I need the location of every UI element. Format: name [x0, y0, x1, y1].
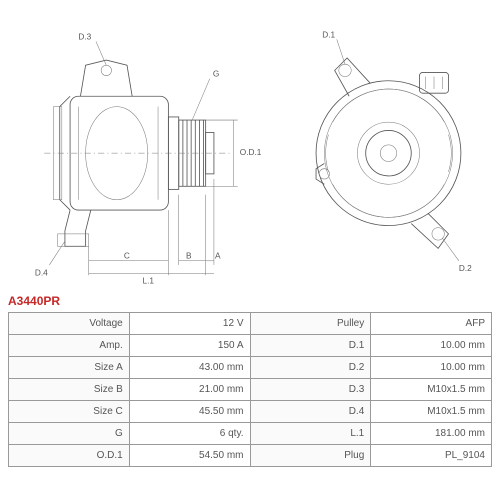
spec-label: Plug — [250, 445, 371, 467]
spec-row: Size C45.50 mmD.4M10x1.5 mm — [9, 401, 492, 423]
spec-label: D.2 — [250, 357, 371, 379]
spec-value: 181.00 mm — [371, 423, 492, 445]
spec-value: 12 V — [129, 313, 250, 335]
spec-value: PL_9104 — [371, 445, 492, 467]
dim-od1: O.D.1 — [240, 148, 262, 157]
spec-label: Size A — [9, 357, 130, 379]
spec-label: Amp. — [9, 335, 130, 357]
spec-row: Amp.150 AD.110.00 mm — [9, 335, 492, 357]
spec-label: G — [9, 423, 130, 445]
spec-label: Voltage — [9, 313, 130, 335]
spec-value: M10x1.5 mm — [371, 401, 492, 423]
spec-label: Pulley — [250, 313, 371, 335]
spec-label: O.D.1 — [9, 445, 130, 467]
spec-value: 21.00 mm — [129, 379, 250, 401]
spec-value: 6 qty. — [129, 423, 250, 445]
dim-b: B — [186, 252, 192, 261]
spec-value: 54.50 mm — [129, 445, 250, 467]
technical-drawing-area: D.3 G O.D.1 D.4 C B A — [8, 8, 492, 288]
spec-table: Voltage12 VPulleyAFPAmp.150 AD.110.00 mm… — [8, 312, 492, 467]
dim-l1: L.1 — [143, 277, 155, 286]
spec-value: AFP — [371, 313, 492, 335]
spec-value: 10.00 mm — [371, 335, 492, 357]
spec-value: 45.50 mm — [129, 401, 250, 423]
spec-label: Size C — [9, 401, 130, 423]
spec-label: Size B — [9, 379, 130, 401]
spec-value: 150 A — [129, 335, 250, 357]
dim-d3: D.3 — [78, 32, 91, 41]
side-view-drawing: D.3 G O.D.1 D.4 C B A — [8, 8, 277, 288]
spec-row: Size B21.00 mmD.3M10x1.5 mm — [9, 379, 492, 401]
dim-d2: D.2 — [459, 264, 472, 273]
spec-row: Size A43.00 mmD.210.00 mm — [9, 357, 492, 379]
spec-label: L.1 — [250, 423, 371, 445]
part-number: A3440PR — [8, 288, 492, 312]
dim-d1: D.1 — [322, 30, 335, 39]
spec-label: D.1 — [250, 335, 371, 357]
spec-label: D.3 — [250, 379, 371, 401]
dim-g: G — [213, 70, 219, 79]
spec-label: D.4 — [250, 401, 371, 423]
spec-row: O.D.154.50 mmPlugPL_9104 — [9, 445, 492, 467]
spec-value: M10x1.5 mm — [371, 379, 492, 401]
dim-d4: D.4 — [35, 268, 48, 277]
spec-row: Voltage12 VPulleyAFP — [9, 313, 492, 335]
spec-row: G6 qty.L.1181.00 mm — [9, 423, 492, 445]
spec-value: 43.00 mm — [129, 357, 250, 379]
front-view-drawing: D.1 D.2 — [285, 8, 492, 288]
dim-c: C — [124, 252, 130, 261]
spec-value: 10.00 mm — [371, 357, 492, 379]
dim-a: A — [215, 252, 221, 261]
